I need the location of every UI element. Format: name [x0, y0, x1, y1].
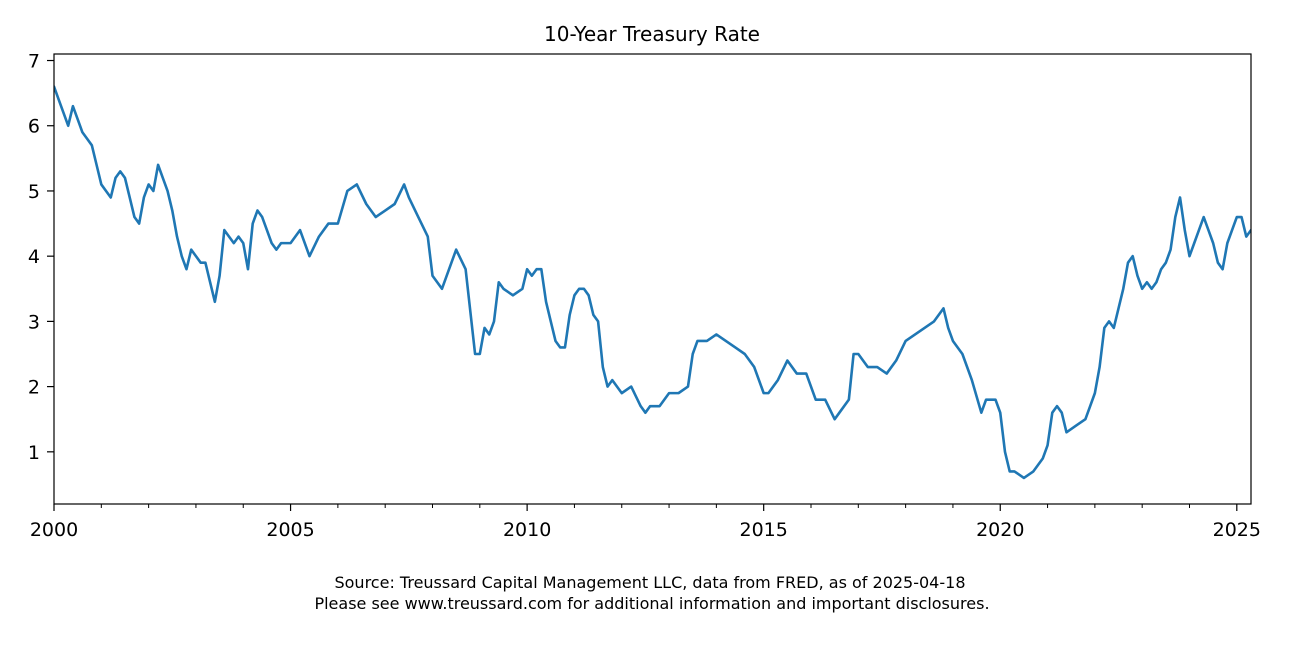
y-tick-label: 2 [28, 377, 40, 399]
y-tick-label: 1 [28, 442, 40, 464]
x-tick-label: 2025 [1213, 519, 1261, 541]
axes: 2000 2005 2010 2015 2020 2025 1 2 3 4 5 6 7 [28, 51, 1261, 541]
y-tick-label: 4 [28, 246, 40, 268]
chart-title: 10-Year Treasury Rate [544, 22, 760, 46]
source-note: Source: Treussard Capital Management LLC… [334, 573, 965, 592]
series-line-0 [54, 85, 1251, 480]
plot-area [54, 85, 1251, 480]
x-tick-label: 2015 [740, 519, 788, 541]
y-tick-label: 6 [28, 116, 40, 138]
x-tick-label: 2010 [503, 519, 551, 541]
y-tick-label: 3 [28, 311, 40, 333]
y-tick-label: 5 [28, 181, 40, 203]
plot-frame [53, 53, 1252, 505]
disclosure-note: Please see www.treussard.com for additio… [314, 594, 989, 613]
x-tick-label: 2005 [266, 519, 314, 541]
x-tick-label: 2000 [30, 519, 78, 541]
x-tick-label: 2020 [976, 519, 1024, 541]
y-tick-label: 7 [28, 51, 40, 73]
